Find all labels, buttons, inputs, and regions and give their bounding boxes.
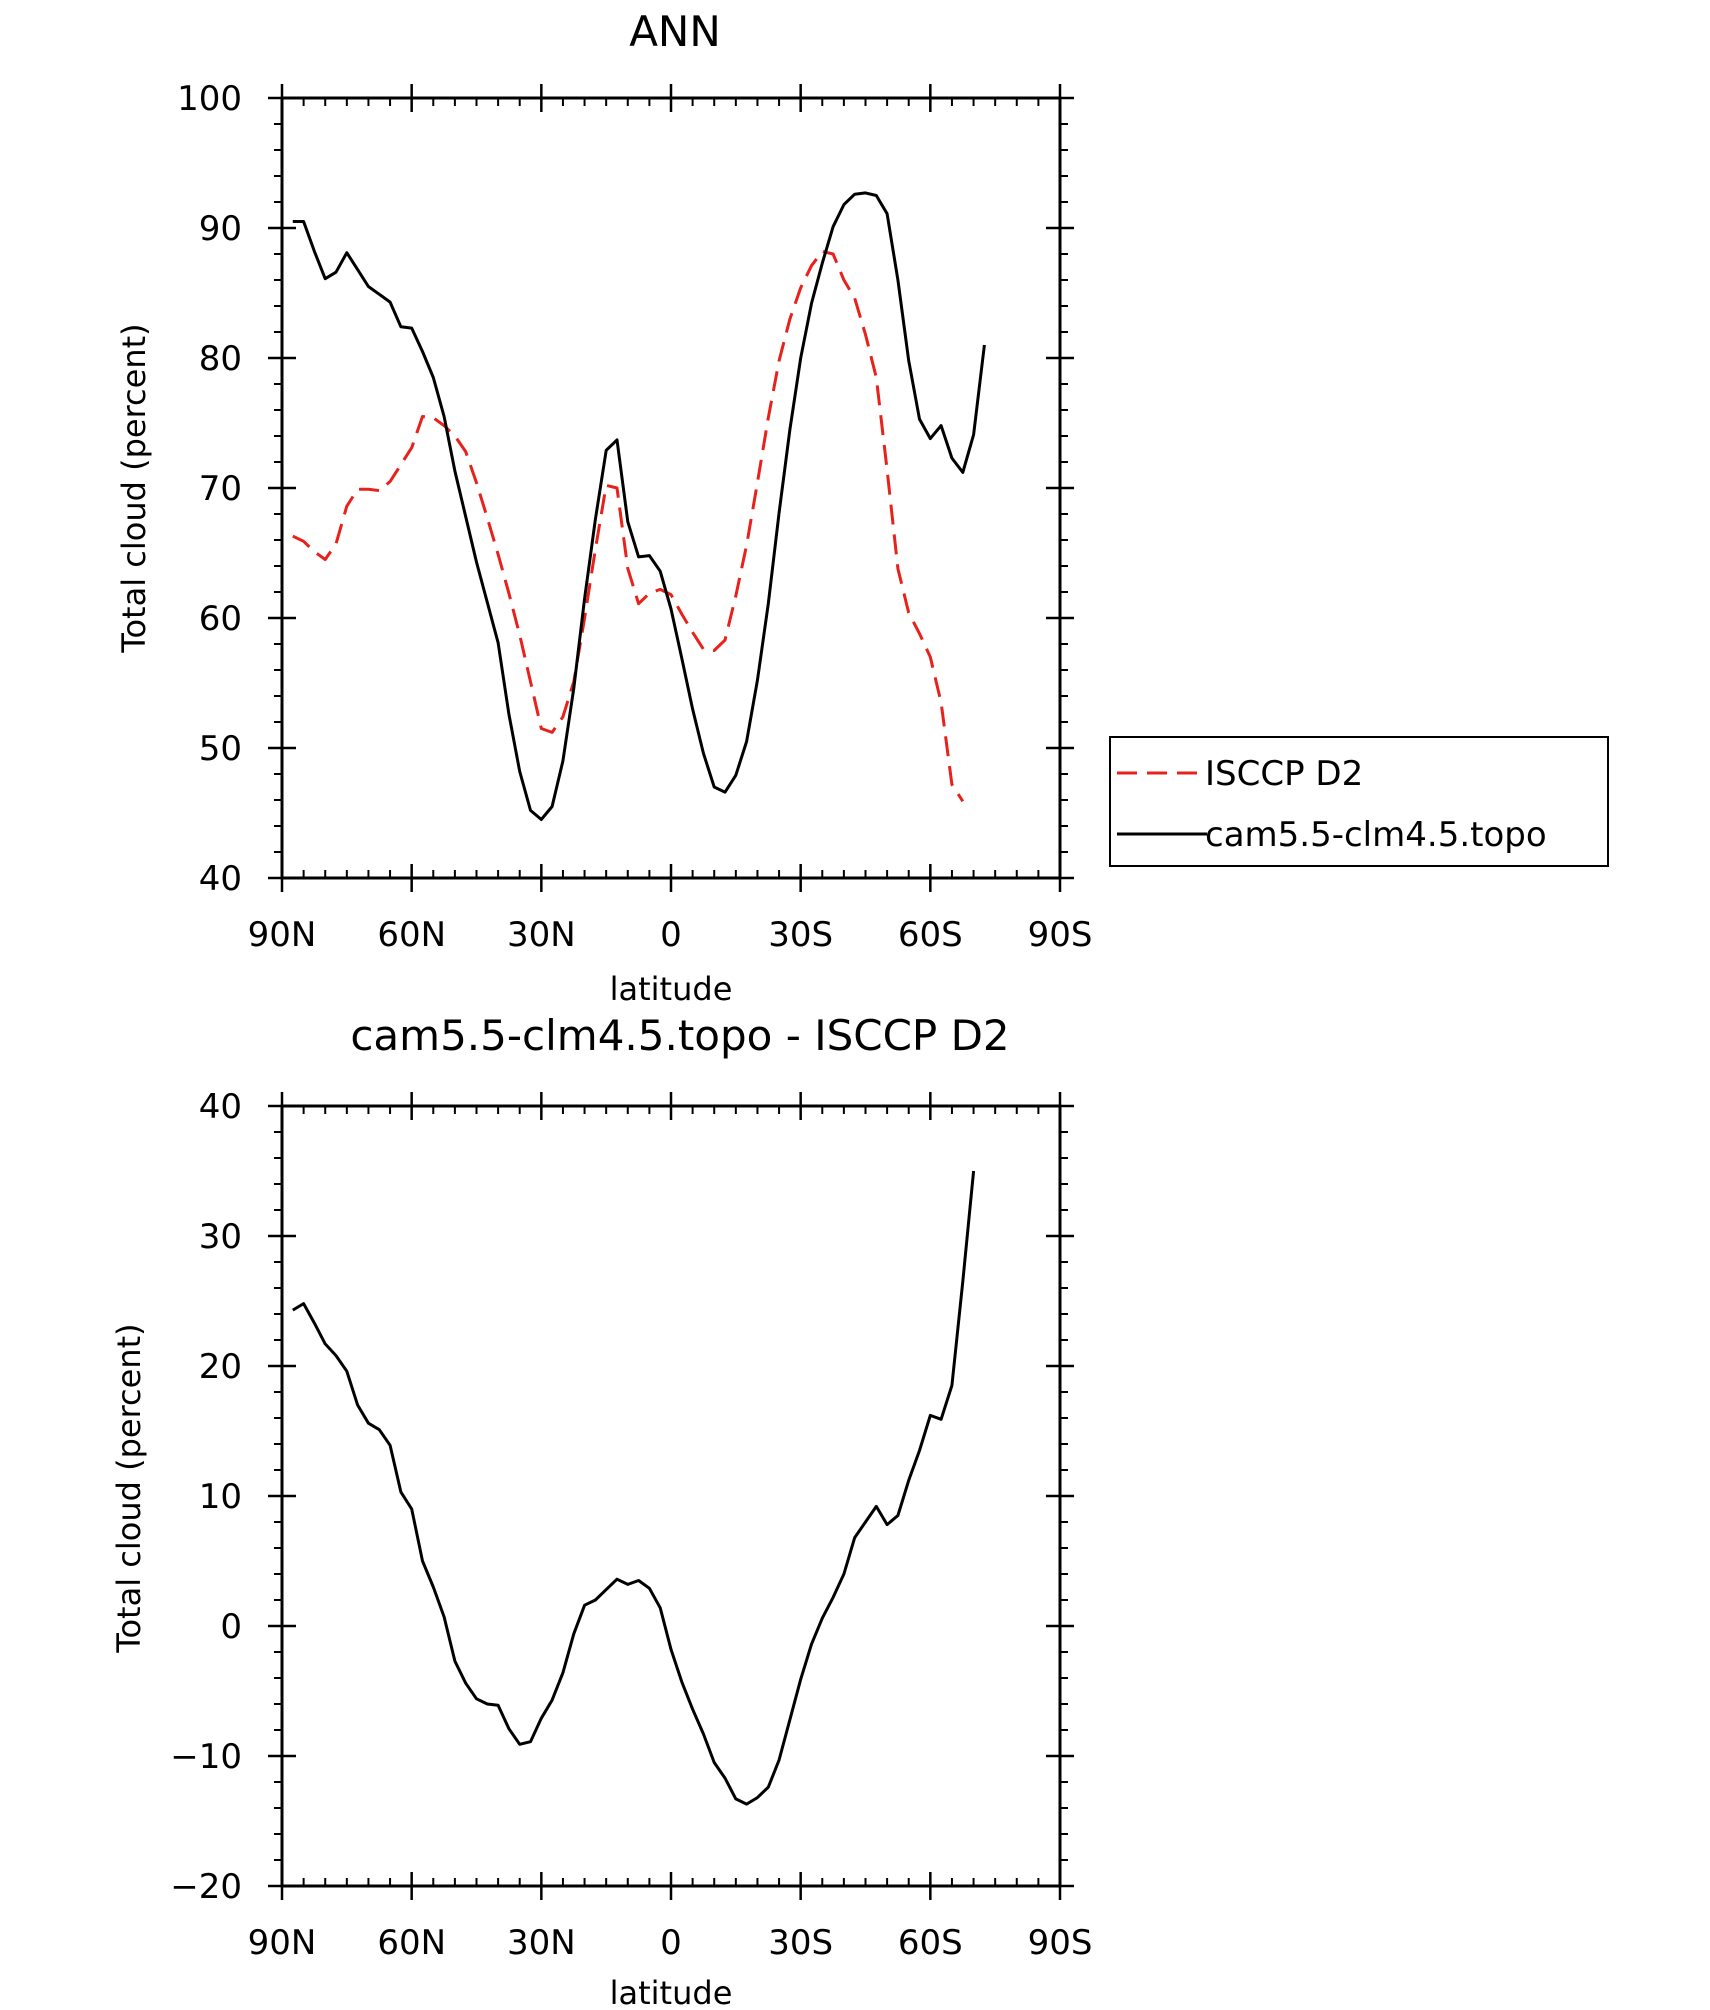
top-panel-ylabel: Total cloud (percent) [115,323,153,653]
bottom-xtick-label: 60N [377,1923,446,1963]
top-panel: ANN 40 50 60 70 80 90 100 90N 60N 30N 0 30S 60S 90S l… [115,7,1092,1008]
bottom-panel-series [292,1170,976,1806]
top-xtick-label: 60N [377,915,446,955]
bottom-ytick-label: 20 [199,1347,242,1387]
bottom-panel-frame [280,1104,1062,1888]
bottom-panel-ylabel: Total cloud (percent) [110,1323,148,1653]
bottom-xtick-label: 0 [660,1923,682,1963]
bottom-xtick-label: 30N [507,1923,576,1963]
top-xtick-label: 60S [898,915,963,955]
top-xtick-label: 90S [1028,915,1093,955]
legend-label-cam: cam5.5-clm4.5.topo [1205,815,1547,855]
top-ytick-label: 50 [199,729,242,769]
bottom-ytick-label: −10 [170,1737,242,1777]
top-ytick-label: 80 [199,339,242,379]
top-ytick-label: 70 [199,469,242,509]
top-panel-ticks: 40 50 60 70 80 90 100 90N 60N 30N 0 30S 60S 90S [177,79,1092,955]
bottom-series-line-0 [292,1170,976,1806]
bottom-panel-xlabel: latitude [610,1974,733,2010]
legend-box [1109,736,1609,867]
top-ytick-label: 90 [199,209,242,249]
bottom-xtick-label: 90S [1028,1923,1093,1963]
bottom-ytick-label: 0 [220,1607,242,1647]
top-series-line-0 [292,249,965,803]
top-panel-series [292,191,986,821]
top-ytick-label: 60 [199,599,242,639]
bottom-panel-ticks: −20 −10 0 10 20 30 40 90N 60N 30N 0 30S 60S 90S [170,1087,1092,1963]
top-xtick-label: 30N [507,915,576,955]
top-panel-xlabel: latitude [610,970,733,1008]
bottom-panel-title: cam5.5-clm4.5.topo - ISCCP D2 [350,1011,1009,1060]
bottom-xtick-label: 60S [898,1923,963,1963]
top-xtick-label: 0 [660,915,682,955]
top-xtick-label: 30S [768,915,833,955]
top-panel-frame [280,96,1062,880]
legend-label-isccp: ISCCP D2 [1205,754,1363,794]
top-xtick-label: 90N [248,915,317,955]
top-panel-title: ANN [629,7,721,56]
top-series-line-1 [292,191,986,821]
top-ytick-label: 100 [177,79,242,119]
bottom-ytick-label: 10 [199,1477,242,1517]
top-ytick-label: 40 [199,859,242,899]
bottom-ytick-label: 40 [199,1087,242,1127]
bottom-xtick-label: 90N [248,1923,317,1963]
bottom-ytick-label: 30 [199,1217,242,1257]
legend: ISCCP D2 cam5.5-clm4.5.topo [1109,736,1609,867]
bottom-ytick-label: −20 [170,1867,242,1907]
bottom-panel: cam5.5-clm4.5.topo - ISCCP D2 −20 −10 0 10 2… [110,1011,1092,2010]
bottom-xtick-label: 30S [768,1923,833,1963]
